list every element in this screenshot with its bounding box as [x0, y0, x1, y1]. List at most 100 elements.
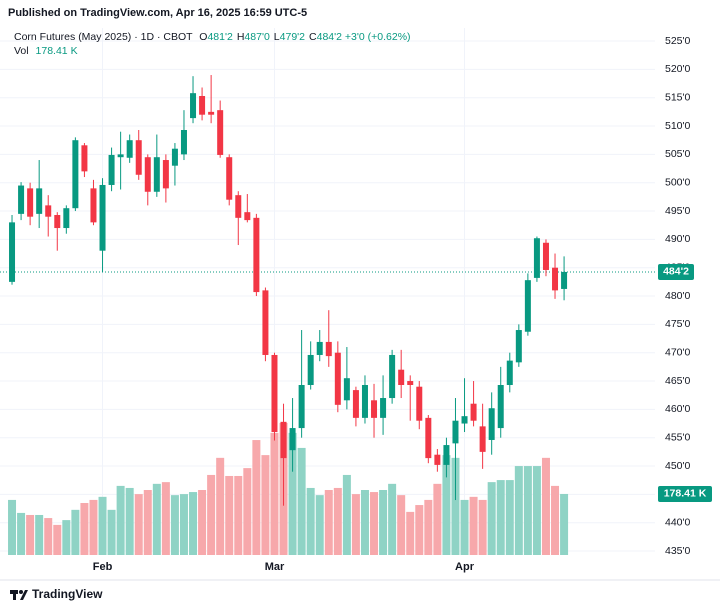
y-tick-label: 490'0	[665, 233, 691, 245]
volume-bar	[333, 487, 342, 555]
volume-bar	[379, 490, 388, 555]
volume-bar	[297, 447, 306, 555]
volume-bar	[207, 474, 216, 555]
x-tick-label: Apr	[455, 561, 475, 573]
volume-bar	[143, 490, 152, 555]
candle-body	[561, 271, 568, 289]
candle-body	[63, 208, 70, 229]
candle-body	[398, 369, 405, 385]
volume-bar	[170, 495, 179, 555]
volume-bar	[134, 494, 143, 555]
candle-body	[325, 341, 332, 357]
volume-bar	[125, 487, 134, 555]
volume-bar	[560, 493, 569, 555]
candle-body	[316, 341, 323, 355]
candle-body	[81, 145, 88, 172]
volume-bar	[116, 485, 125, 555]
volume-bar	[370, 492, 379, 555]
y-tick-label: 475'0	[665, 318, 691, 330]
y-tick-label: 505'0	[665, 148, 691, 160]
volume-bar	[189, 492, 198, 555]
volume-bar	[179, 494, 188, 555]
y-tick-label: 470'0	[665, 346, 691, 358]
candle-body	[153, 157, 160, 192]
candle-body	[352, 390, 359, 418]
volume-bar	[424, 499, 433, 555]
change: +3'0 (+0.62%)	[344, 31, 411, 43]
last-volume-label: 178.41 K	[664, 488, 707, 500]
volume-bar	[35, 514, 44, 555]
volume-bar	[406, 511, 415, 555]
stat-key: L	[273, 31, 280, 43]
volume-bar	[198, 490, 207, 555]
volume-bar	[306, 487, 315, 555]
volume-bar	[89, 499, 98, 555]
candle-body	[542, 242, 549, 270]
candle-body	[199, 96, 206, 115]
brand-logo	[10, 590, 28, 600]
stat-key: O	[199, 31, 208, 43]
volume-bar	[234, 475, 243, 555]
candle-body	[533, 238, 540, 278]
volume-bar	[360, 490, 369, 555]
volume-bar	[225, 475, 234, 555]
x-tick-label: Mar	[265, 561, 285, 573]
volume-bar	[469, 496, 478, 555]
candle-body	[497, 385, 504, 429]
volume-bar	[152, 483, 161, 555]
candle-body	[307, 354, 314, 385]
candle-body	[416, 386, 423, 421]
candle-body	[280, 421, 287, 459]
candle-body	[452, 420, 459, 444]
y-tick-label: 525'0	[665, 35, 691, 47]
stat-value: 481'2	[207, 31, 233, 43]
y-tick-label: 480'0	[665, 290, 691, 302]
volume-bar	[252, 440, 261, 555]
candle-body	[479, 426, 486, 452]
candle-body	[470, 403, 477, 421]
stat-value: 484'2	[316, 31, 342, 43]
stat-value: 487'0	[244, 31, 270, 43]
brand: TradingView	[32, 587, 103, 601]
ohlc-stats: O481'2 H487'0 L479'2 C484'2	[195, 31, 342, 43]
candle-body	[27, 188, 34, 217]
last-price-label: 484'2	[663, 266, 689, 278]
candle-body	[506, 360, 513, 385]
x-tick-label: Feb	[93, 561, 113, 573]
volume-bar	[8, 499, 17, 555]
volume-bar	[44, 518, 53, 555]
y-tick-label: 440'0	[665, 516, 691, 528]
volume-bar	[80, 503, 89, 555]
candle-body	[171, 148, 178, 166]
candle-body	[135, 140, 142, 175]
candle-body	[271, 354, 278, 433]
volume-bar	[478, 499, 487, 555]
volume-bar	[98, 496, 107, 555]
volume-bar	[460, 499, 469, 555]
stat-key: C	[309, 31, 317, 43]
candle-body	[552, 267, 559, 291]
volume-bar	[342, 474, 351, 555]
candle-body	[461, 416, 468, 424]
candle-body	[54, 215, 61, 229]
volume-bar	[288, 432, 297, 555]
published-note: Published on TradingView.com, Apr 16, 20…	[8, 7, 307, 19]
volume-bar	[532, 466, 541, 555]
y-tick-label: 520'0	[665, 63, 691, 75]
volume-bar	[324, 490, 333, 555]
volume-bar	[433, 483, 442, 555]
candle-body	[235, 195, 242, 218]
candle-body	[361, 385, 368, 418]
candle-body	[488, 408, 495, 440]
candle-body	[45, 205, 52, 217]
candle-body	[180, 130, 187, 155]
candle-body	[334, 352, 341, 405]
volume-bar	[351, 494, 360, 555]
volume-bar	[442, 455, 451, 555]
candle-body	[144, 157, 151, 192]
volume-bar	[415, 505, 424, 555]
volume-bar	[53, 524, 62, 555]
candle-body	[515, 330, 522, 363]
volume-bar	[216, 457, 225, 555]
